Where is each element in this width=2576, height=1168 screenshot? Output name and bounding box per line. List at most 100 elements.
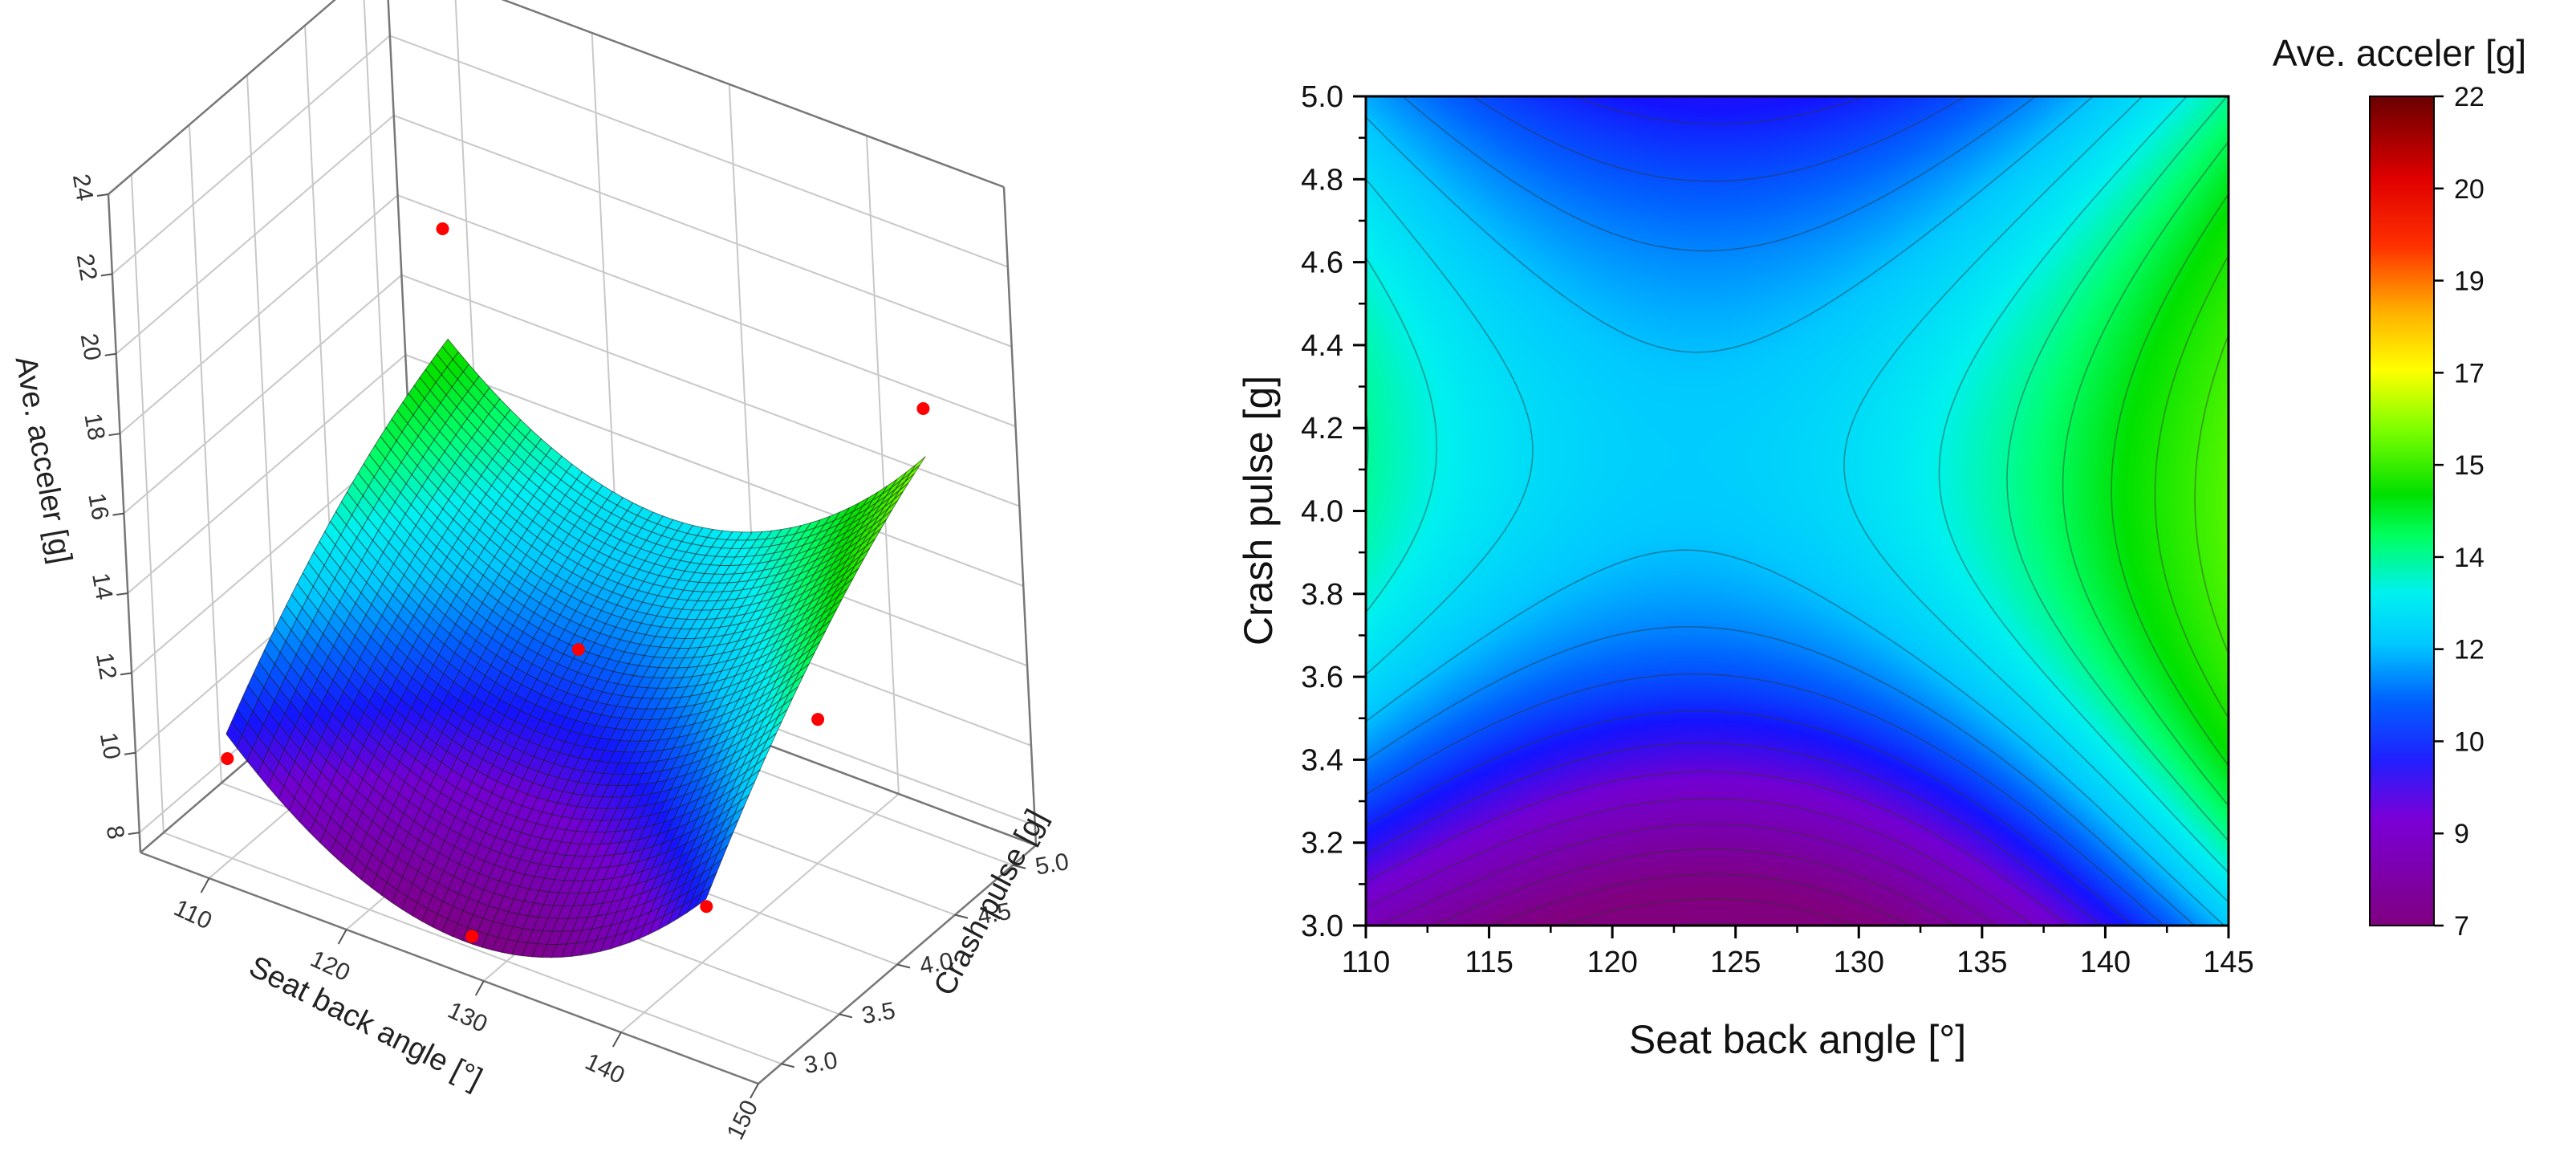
contour-line [1366, 96, 2229, 903]
x-tick [200, 877, 210, 893]
contour-line [1432, 849, 1957, 926]
x-tick [474, 980, 485, 996]
contour-line [1558, 897, 1855, 926]
y-tick [1012, 864, 1026, 869]
x-tick-label: 150 [722, 1096, 764, 1143]
colorbar-tick-label: 10 [2454, 726, 2485, 757]
observed-point [700, 900, 713, 914]
grid-line [393, 114, 1013, 348]
z-tick [120, 672, 132, 676]
z-tick [124, 751, 136, 755]
contour-axis-ticks: 110 115 120 125 130 135 140 145 3.0 3.2 3.4 3.6 3.8 4… [1301, 80, 2254, 979]
grid-line [865, 135, 900, 795]
z-tick [128, 832, 140, 836]
z-tick [108, 433, 120, 437]
contour-y-tick-label: 4.8 [1301, 163, 1343, 197]
contour-x-tick-label: 120 [1587, 946, 1637, 979]
observed-point [811, 713, 825, 726]
z-tick-label: 18 [79, 411, 109, 442]
x-tick-label: 110 [170, 894, 216, 934]
z-tick [96, 193, 109, 197]
x-tick [612, 1032, 622, 1048]
axis-edge [107, 193, 142, 853]
grid-line [188, 124, 222, 783]
contour-line [1366, 96, 2229, 842]
x-tick [337, 929, 347, 945]
contour-y-tick-label: 4.0 [1301, 495, 1343, 529]
contour-line [1366, 797, 2034, 926]
contour-x-axis-label: Seat back angle [°] [1629, 1017, 1966, 1062]
colorbar-ticks: 7 9 10 12 14 15 17 19 20 22 [2434, 82, 2485, 942]
y-tick-label: 5.0 [1034, 849, 1071, 881]
colorbar-title: Ave. acceler [g] [2273, 32, 2526, 74]
y-tick [954, 914, 969, 919]
z-tick-label: 24 [67, 172, 98, 203]
observed-point [436, 222, 449, 236]
contour-y-tick-label: 4.2 [1301, 412, 1343, 446]
axis-edge [1002, 186, 1038, 846]
contour-chart: 110 115 120 125 130 135 140 145 3.0 3.2 3.4 3.6 3.8 4… [1236, 80, 2254, 1062]
contour-line [1490, 873, 1912, 926]
axis-edge [501, 0, 1005, 189]
x-tick-label: 140 [581, 1048, 628, 1089]
colorbar-tick-label: 17 [2454, 358, 2485, 389]
grid-line [397, 194, 1016, 428]
y-tick [896, 963, 911, 969]
y-tick-label: 3.0 [802, 1047, 839, 1079]
contour-y-tick-label: 3.0 [1301, 910, 1343, 943]
contour-y-tick-label: 3.4 [1301, 743, 1343, 777]
observed-points [221, 222, 930, 943]
z-tick [116, 592, 128, 596]
surface-3d-chart: 810121416182022241101201301401503.03.54.… [8, 0, 1071, 1144]
contour-line [1379, 823, 1997, 926]
surface-mesh [226, 338, 926, 958]
observed-point [465, 930, 479, 943]
colorbar-tick-label: 19 [2454, 267, 2485, 297]
contour-line [1366, 771, 2068, 926]
colorbar-tick-label: 9 [2454, 819, 2469, 849]
z-tick [112, 512, 124, 516]
z-tick-label: 16 [83, 491, 113, 523]
x-tick [750, 1083, 759, 1099]
y-tick [781, 1063, 795, 1068]
colorbar-tick-label: 12 [2454, 635, 2485, 665]
colorbar-gradient [2369, 96, 2435, 926]
y-tick-label: 4.5 [976, 898, 1014, 930]
contour-x-tick-label: 125 [1710, 946, 1761, 979]
contour-y-tick-label: 5.0 [1301, 80, 1343, 114]
contour-line [2154, 254, 2229, 718]
surface-y-axis-label: Crash pulse [g] [928, 804, 1054, 1001]
grid-line [389, 35, 1009, 268]
contour-x-tick-label: 135 [1956, 946, 2007, 979]
x-tick-label: 130 [444, 997, 491, 1038]
observed-point [571, 643, 585, 657]
contour-y-tick-label: 3.2 [1301, 827, 1343, 861]
surface-axis-ticks: 810121416182022241101201301401503.03.54.… [67, 172, 1071, 1144]
contour-x-tick-label: 130 [1834, 946, 1884, 979]
y-tick [839, 1013, 853, 1019]
z-tick-label: 10 [95, 731, 125, 762]
z-tick-label: 20 [75, 332, 106, 363]
contour-line [1366, 96, 2165, 926]
colorbar-tick-label: 15 [2454, 450, 2485, 481]
observed-point [221, 752, 234, 766]
colorbar: Ave. acceler [g] 7 9 10 12 14 15 17 19 20 22 [2273, 32, 2526, 942]
contour-y-axis-label: Crash pulse [g] [1236, 376, 1281, 645]
z-tick-label: 12 [91, 651, 121, 682]
y-tick-label: 4.0 [917, 948, 955, 980]
axis-edge [140, 851, 759, 1085]
axis-edge [108, 0, 336, 195]
contour-x-tick-label: 115 [1465, 946, 1514, 979]
contour-line [1366, 96, 2229, 873]
grid-line [116, 115, 395, 355]
z-tick-label: 14 [87, 571, 117, 602]
z-tick-label: 8 [101, 824, 129, 841]
contour-y-tick-label: 3.6 [1301, 661, 1343, 694]
contour-x-tick-label: 145 [2203, 946, 2253, 979]
colorbar-tick-label: 22 [2454, 82, 2485, 112]
contour-line [1366, 742, 2102, 926]
y-tick-label: 3.5 [859, 998, 897, 1030]
grid-line [163, 832, 782, 1065]
z-tick [104, 352, 116, 356]
